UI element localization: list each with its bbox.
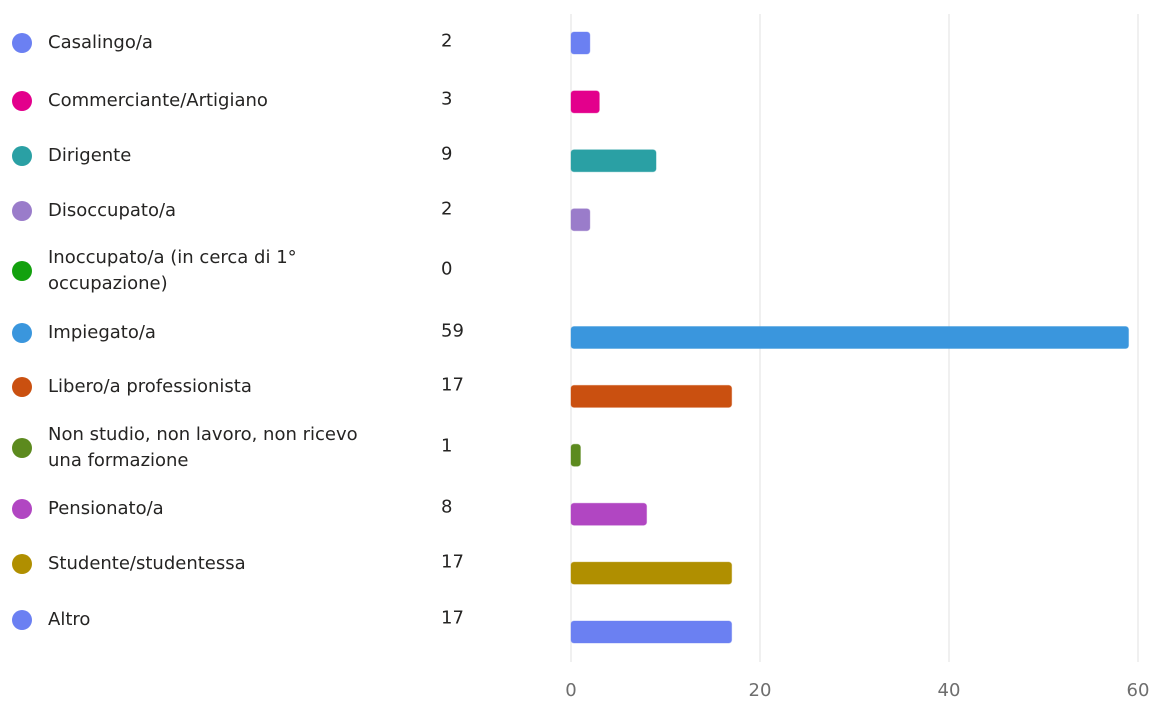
legend-dot	[12, 499, 32, 519]
legend-dot	[12, 610, 32, 630]
x-tick-label: 0	[565, 680, 576, 701]
legend-dot	[12, 33, 32, 53]
legend-dot	[12, 554, 32, 574]
value-label: 17	[441, 607, 464, 629]
bar	[570, 620, 733, 644]
value-label: 2	[441, 30, 453, 52]
legend-dot	[12, 146, 32, 166]
value-label: 17	[441, 374, 464, 396]
legend-label: Libero/a professionista	[48, 376, 252, 397]
legend-item: Pensionato/a	[12, 496, 373, 522]
legend-label: Non studio, non lavoro, non ricevo una f…	[48, 424, 358, 471]
legend-label: Altro	[48, 609, 91, 630]
value-label: 1	[441, 435, 453, 457]
legend-item: Casalingo/a	[12, 30, 373, 56]
legend-item: Dirigente	[12, 143, 373, 169]
legend-item: Altro	[12, 607, 373, 633]
bar	[570, 443, 581, 467]
legend-label: Disoccupato/a	[48, 200, 177, 221]
x-tick-label: 60	[1127, 680, 1150, 701]
legend-item: Impiegato/a	[12, 320, 373, 346]
legend-label: Studente/studentessa	[48, 553, 246, 574]
legend-label: Dirigente	[48, 145, 132, 166]
legend-item: Disoccupato/a	[12, 198, 373, 224]
bar	[570, 502, 648, 526]
value-label: 2	[441, 198, 453, 220]
legend-dot	[12, 261, 32, 281]
legend-dot	[12, 323, 32, 343]
bar	[570, 326, 1130, 349]
legend-item: Commerciante/Artigiano	[12, 88, 373, 114]
bar	[570, 149, 657, 173]
bar	[570, 208, 591, 232]
value-label: 9	[441, 143, 453, 165]
legend-item: Libero/a professionista	[12, 374, 373, 400]
bar	[570, 90, 600, 114]
value-label: 3	[441, 88, 453, 110]
bar	[570, 31, 591, 55]
legend-dot	[12, 377, 32, 397]
legend-label: Casalingo/a	[48, 32, 153, 53]
legend-label: Impiegato/a	[48, 322, 156, 343]
bar	[570, 384, 733, 408]
legend-item: Studente/studentessa	[12, 551, 373, 577]
x-tick-label: 40	[938, 680, 961, 701]
legend-dot	[12, 91, 32, 111]
legend-dot	[12, 438, 32, 458]
value-label: 17	[441, 551, 464, 573]
legend-label: Commerciante/Artigiano	[48, 90, 268, 111]
value-label: 59	[441, 320, 464, 342]
value-label: 8	[441, 496, 453, 518]
legend-label: Pensionato/a	[48, 498, 164, 519]
legend-item: Non studio, non lavoro, non ricevo una f…	[12, 422, 373, 474]
legend-dot	[12, 201, 32, 221]
bar	[570, 561, 733, 585]
legend-label: Inoccupato/a (in cerca di 1° occupazione…	[48, 247, 297, 294]
legend-item: Inoccupato/a (in cerca di 1° occupazione…	[12, 245, 373, 297]
value-label: 0	[441, 258, 453, 280]
x-tick-label: 20	[749, 680, 772, 701]
